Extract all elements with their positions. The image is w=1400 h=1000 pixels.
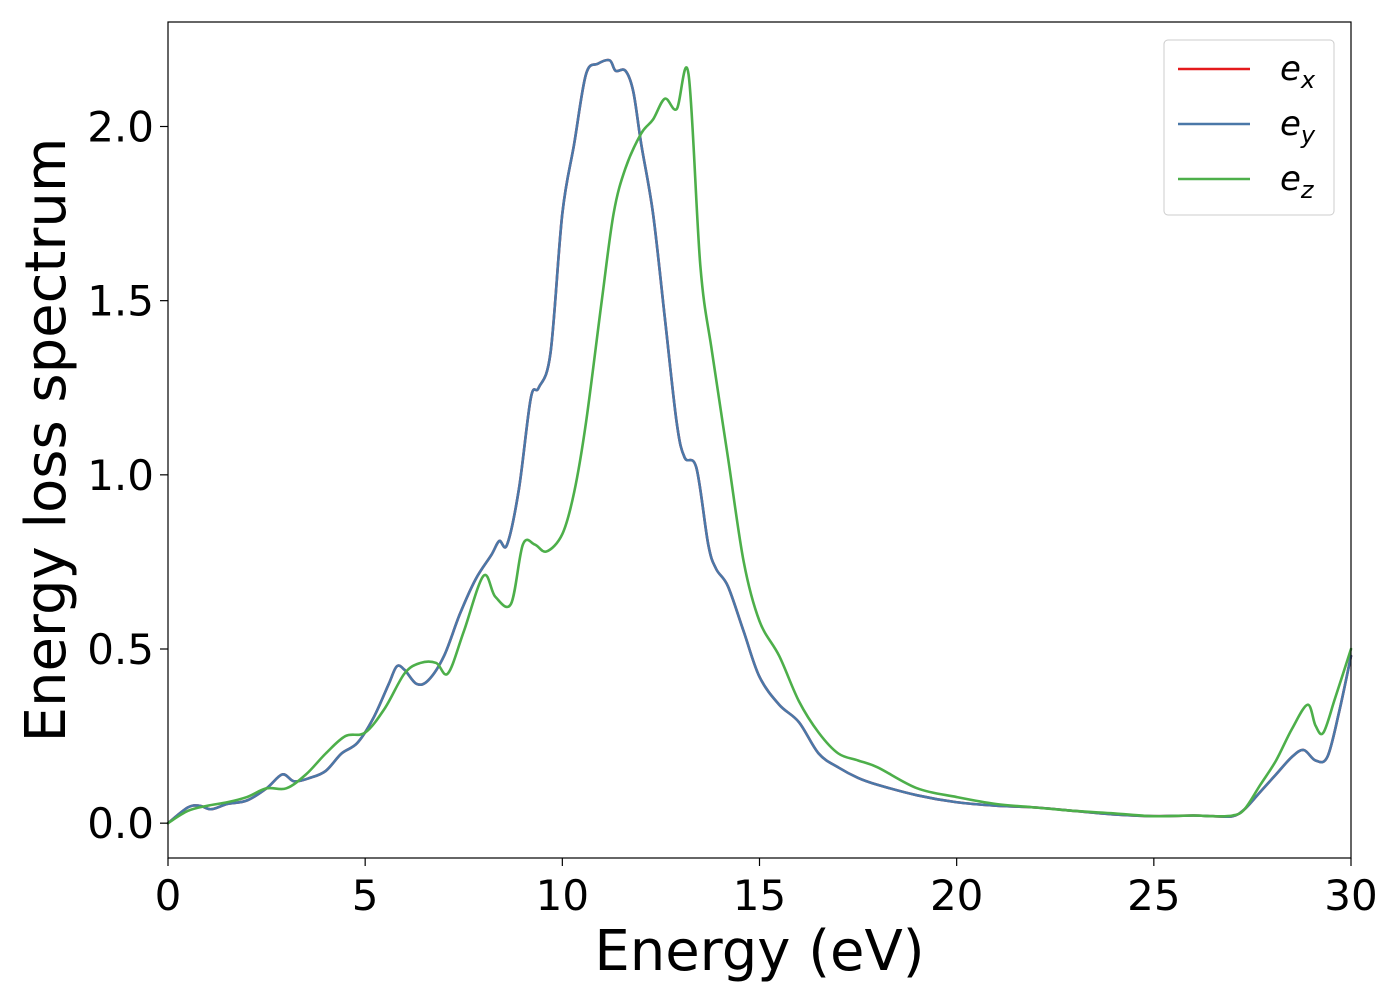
legend-label-ey: ey [1280, 104, 1316, 149]
y-tick-label: 1.0 [87, 451, 154, 500]
y-tick-label: 1.5 [87, 277, 154, 326]
x-axis: 0 5 10 15 20 25 30 [155, 858, 1378, 920]
x-tick-label: 30 [1324, 871, 1377, 920]
y-tick-label: 2.0 [87, 103, 154, 152]
y-axis: 0.0 0.5 1.0 1.5 2.0 [87, 103, 168, 848]
legend: ex ey ez [1163, 39, 1335, 216]
y-axis-label: Energy loss spectrum [14, 138, 79, 743]
y-tick-label: 0.0 [87, 799, 154, 848]
legend-box [1163, 39, 1335, 216]
x-tick-label: 5 [352, 871, 379, 920]
x-tick-label: 10 [536, 871, 589, 920]
x-tick-label: 0 [155, 871, 182, 920]
x-axis-label: Energy (eV) [594, 919, 924, 984]
series-line-ez [166, 66, 1353, 825]
x-tick-label: 15 [733, 871, 786, 920]
legend-label-ex: ex [1280, 49, 1316, 94]
x-tick-label: 20 [930, 871, 983, 920]
series-layer [166, 58, 1353, 825]
y-tick-label: 0.5 [87, 625, 154, 674]
x-tick-label: 25 [1127, 871, 1180, 920]
legend-label-ez: ez [1280, 159, 1315, 204]
